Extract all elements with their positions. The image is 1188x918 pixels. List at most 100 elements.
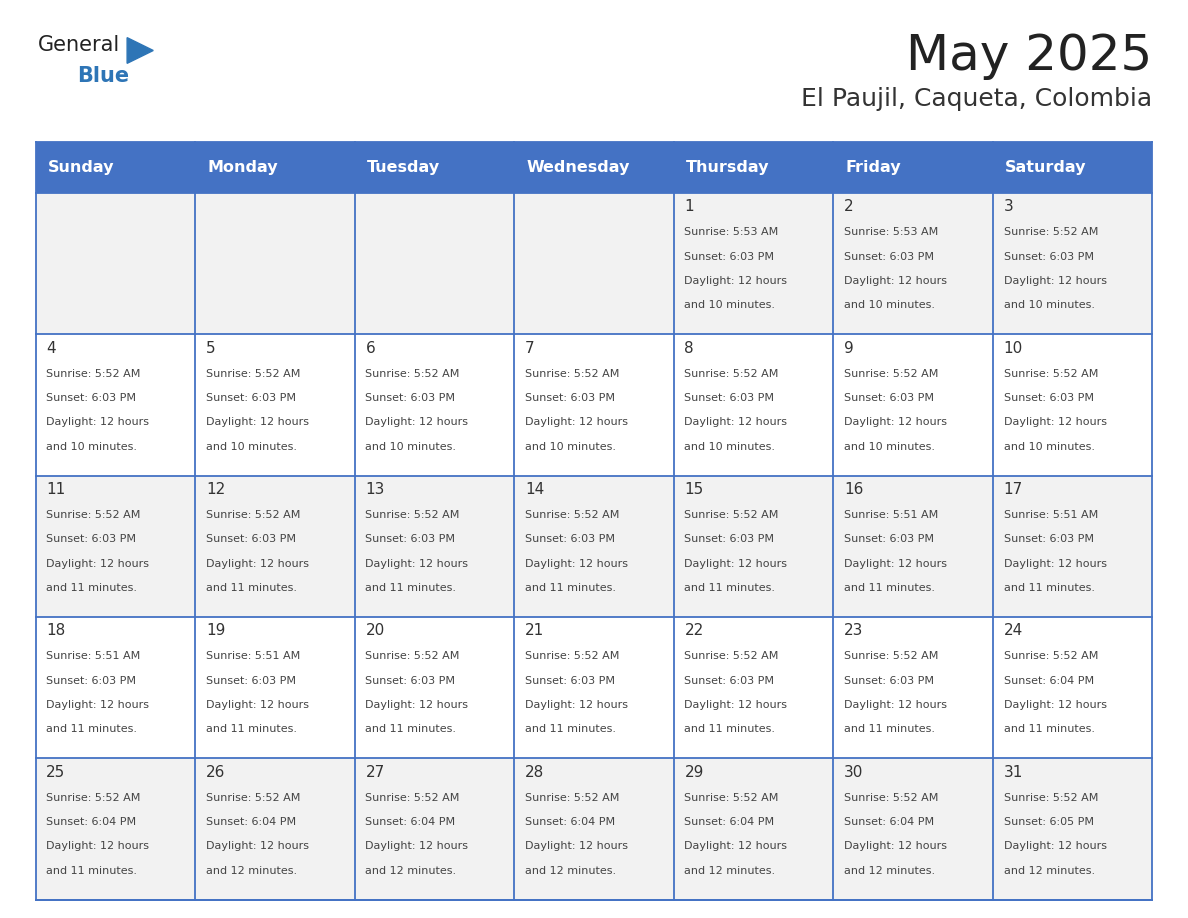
Text: Daylight: 12 hours: Daylight: 12 hours [684, 559, 788, 569]
Bar [674, 193, 833, 334]
Text: Sunset: 6:04 PM: Sunset: 6:04 PM [46, 817, 137, 827]
Text: Sunrise: 5:52 AM: Sunrise: 5:52 AM [525, 510, 619, 520]
Text: 24: 24 [1004, 623, 1023, 638]
Text: 28: 28 [525, 765, 544, 779]
Text: 31: 31 [1004, 765, 1023, 779]
Bar [195, 193, 355, 334]
Text: 9: 9 [843, 341, 854, 355]
Text: Daylight: 12 hours: Daylight: 12 hours [366, 559, 468, 569]
Text: Daylight: 12 hours: Daylight: 12 hours [843, 700, 947, 711]
Text: and 12 minutes.: and 12 minutes. [1004, 866, 1094, 876]
Bar [993, 476, 1152, 617]
Bar [36, 617, 195, 758]
Text: and 11 minutes.: and 11 minutes. [525, 583, 615, 593]
Text: Daylight: 12 hours: Daylight: 12 hours [684, 842, 788, 852]
Text: Monday: Monday [207, 160, 278, 175]
Text: Daylight: 12 hours: Daylight: 12 hours [525, 418, 628, 428]
Text: Sunset: 6:03 PM: Sunset: 6:03 PM [206, 393, 296, 403]
Bar [514, 193, 674, 334]
Text: Sunrise: 5:53 AM: Sunrise: 5:53 AM [684, 228, 778, 237]
Text: and 10 minutes.: and 10 minutes. [46, 442, 138, 452]
Text: 6: 6 [366, 341, 375, 355]
Text: Sunrise: 5:52 AM: Sunrise: 5:52 AM [1004, 652, 1098, 661]
Text: 26: 26 [206, 765, 226, 779]
Text: Saturday: Saturday [1005, 160, 1086, 175]
Text: and 10 minutes.: and 10 minutes. [684, 442, 776, 452]
Text: Daylight: 12 hours: Daylight: 12 hours [1004, 418, 1106, 428]
Text: Sunrise: 5:52 AM: Sunrise: 5:52 AM [1004, 228, 1098, 237]
Text: Sunrise: 5:52 AM: Sunrise: 5:52 AM [366, 793, 460, 802]
Text: 21: 21 [525, 623, 544, 638]
Bar [514, 476, 674, 617]
Text: Daylight: 12 hours: Daylight: 12 hours [206, 418, 309, 428]
Text: 8: 8 [684, 341, 694, 355]
Text: 27: 27 [366, 765, 385, 779]
Bar [195, 476, 355, 617]
Text: and 10 minutes.: and 10 minutes. [843, 300, 935, 310]
Text: and 11 minutes.: and 11 minutes. [46, 583, 138, 593]
Text: Tuesday: Tuesday [367, 160, 440, 175]
Text: Sunset: 6:03 PM: Sunset: 6:03 PM [843, 534, 934, 544]
Text: 30: 30 [843, 765, 864, 779]
Bar [833, 476, 993, 617]
Text: Daylight: 12 hours: Daylight: 12 hours [206, 700, 309, 711]
Bar [355, 193, 514, 334]
Text: Sunset: 6:03 PM: Sunset: 6:03 PM [684, 534, 775, 544]
Text: Sunrise: 5:52 AM: Sunrise: 5:52 AM [206, 793, 301, 802]
Bar [833, 193, 993, 334]
Text: Sunset: 6:03 PM: Sunset: 6:03 PM [46, 534, 137, 544]
Text: and 10 minutes.: and 10 minutes. [525, 442, 615, 452]
Bar [674, 476, 833, 617]
Bar [355, 617, 514, 758]
Text: Thursday: Thursday [685, 160, 769, 175]
Text: and 11 minutes.: and 11 minutes. [206, 583, 297, 593]
Bar [993, 142, 1152, 193]
Text: 4: 4 [46, 341, 56, 355]
Text: Daylight: 12 hours: Daylight: 12 hours [843, 276, 947, 286]
Text: Daylight: 12 hours: Daylight: 12 hours [525, 559, 628, 569]
Text: Daylight: 12 hours: Daylight: 12 hours [843, 418, 947, 428]
Text: Sunrise: 5:51 AM: Sunrise: 5:51 AM [843, 510, 939, 520]
Text: Sunset: 6:03 PM: Sunset: 6:03 PM [1004, 534, 1093, 544]
Text: Daylight: 12 hours: Daylight: 12 hours [684, 276, 788, 286]
Text: and 11 minutes.: and 11 minutes. [46, 866, 138, 876]
Text: Sunrise: 5:52 AM: Sunrise: 5:52 AM [525, 369, 619, 378]
Bar [36, 476, 195, 617]
Text: 16: 16 [843, 482, 864, 497]
Text: 1: 1 [684, 199, 694, 214]
Text: Daylight: 12 hours: Daylight: 12 hours [46, 559, 150, 569]
Text: Daylight: 12 hours: Daylight: 12 hours [1004, 842, 1106, 852]
Text: Daylight: 12 hours: Daylight: 12 hours [843, 842, 947, 852]
Text: and 11 minutes.: and 11 minutes. [525, 724, 615, 734]
Text: Sunrise: 5:51 AM: Sunrise: 5:51 AM [206, 652, 301, 661]
Text: Daylight: 12 hours: Daylight: 12 hours [1004, 276, 1106, 286]
Text: Sunset: 6:03 PM: Sunset: 6:03 PM [1004, 393, 1093, 403]
Bar [674, 142, 833, 193]
Bar [514, 617, 674, 758]
Text: and 11 minutes.: and 11 minutes. [684, 724, 776, 734]
Bar [993, 193, 1152, 334]
Text: Blue: Blue [77, 66, 129, 86]
Text: Sunset: 6:03 PM: Sunset: 6:03 PM [366, 534, 455, 544]
Text: Sunset: 6:03 PM: Sunset: 6:03 PM [206, 676, 296, 686]
Text: Sunrise: 5:52 AM: Sunrise: 5:52 AM [684, 369, 779, 378]
Bar [993, 617, 1152, 758]
Text: 19: 19 [206, 623, 226, 638]
Text: Daylight: 12 hours: Daylight: 12 hours [525, 842, 628, 852]
Text: Sunset: 6:03 PM: Sunset: 6:03 PM [843, 393, 934, 403]
Bar [674, 334, 833, 476]
Text: Friday: Friday [845, 160, 901, 175]
Text: Sunrise: 5:52 AM: Sunrise: 5:52 AM [46, 510, 140, 520]
Text: Wednesday: Wednesday [526, 160, 630, 175]
Text: 15: 15 [684, 482, 703, 497]
Text: Daylight: 12 hours: Daylight: 12 hours [684, 418, 788, 428]
Text: and 11 minutes.: and 11 minutes. [843, 583, 935, 593]
Bar [355, 142, 514, 193]
Text: Sunset: 6:04 PM: Sunset: 6:04 PM [684, 817, 775, 827]
Bar [36, 193, 195, 334]
Text: Sunset: 6:03 PM: Sunset: 6:03 PM [525, 393, 615, 403]
Text: Sunrise: 5:52 AM: Sunrise: 5:52 AM [843, 369, 939, 378]
Text: Sunset: 6:04 PM: Sunset: 6:04 PM [843, 817, 934, 827]
Bar [36, 142, 195, 193]
Text: Sunrise: 5:51 AM: Sunrise: 5:51 AM [46, 652, 140, 661]
